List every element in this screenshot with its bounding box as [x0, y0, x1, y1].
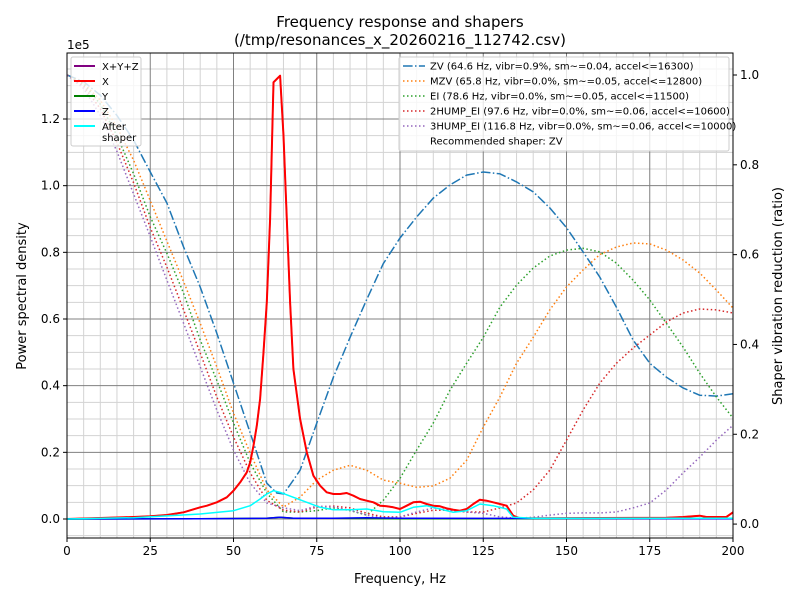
y2-tick-label: 0.4 — [740, 337, 759, 351]
x-tick-label: 175 — [638, 544, 661, 558]
y-tick-label: 0.0 — [41, 512, 60, 526]
psd-line-after-shaper — [66, 489, 733, 520]
chart-title: Frequency response and shapers — [276, 13, 524, 31]
x-tick-label: 150 — [555, 544, 578, 558]
legend-label-line: Z — [102, 107, 109, 118]
x-axis-label: Frequency, Hz — [354, 572, 446, 587]
legend-label: X+Y+Z — [102, 62, 139, 73]
y-offset-text: 1e5 — [67, 38, 90, 52]
shaper-line-3hump_ei — [66, 74, 734, 519]
shaper-line-zv — [66, 74, 734, 495]
axis-ticks: 0 25 50 75 100 125 150 175 200 0.0 0.2 0.4 0.6 0.8 1.0… — [41, 68, 759, 558]
x-tick-label: 200 — [722, 544, 745, 558]
legend-label: EI (78.6 Hz, vibr=0.0%, sm~=0.05, accel<… — [430, 92, 689, 103]
y2-tick-label: 1.0 — [740, 68, 759, 82]
x-tick-label: 50 — [226, 544, 241, 558]
x-tick-label: 125 — [472, 544, 495, 558]
y-tick-label: 0.8 — [41, 245, 60, 259]
y2-tick-label: 0.2 — [740, 427, 759, 441]
recommended-shaper-text: Recommended shaper: ZV — [430, 137, 563, 148]
y-tick-label: 0.6 — [41, 312, 60, 326]
plot-lines — [66, 74, 734, 520]
x-tick-label: 75 — [309, 544, 324, 558]
y-tick-label: 0.4 — [41, 379, 60, 393]
y-tick-label: 1.0 — [41, 179, 60, 193]
legend-label-line: After — [102, 122, 127, 133]
legend-label-line: X+Y+Z — [102, 62, 139, 73]
x-tick-label: 0 — [63, 544, 71, 558]
y2-tick-label: 0.8 — [740, 158, 759, 172]
shaper-legend: ZV (64.6 Hz, vibr=0.9%, sm~=0.04, accel<… — [398, 56, 736, 152]
legend-label: 2HUMP_EI (97.6 Hz, vibr=0.0%, sm~=0.06, … — [430, 107, 730, 118]
y2-tick-label: 0.0 — [740, 517, 759, 531]
legend-label-line: Y — [101, 92, 109, 103]
legend-label: ZV (64.6 Hz, vibr=0.9%, sm~=0.04, accel<… — [430, 62, 694, 73]
legend-label-line: X — [102, 77, 109, 88]
legend-label: MZV (65.8 Hz, vibr=0.0%, sm~=0.05, accel… — [430, 77, 702, 88]
shaper-line-ei — [66, 74, 734, 516]
y2-axis-label: Shaper vibration reduction (ratio) — [771, 187, 786, 405]
psd-line-z — [66, 516, 734, 520]
shaper-line-mzv — [66, 74, 734, 508]
x-tick-label: 100 — [389, 544, 412, 558]
y-tick-label: 1.2 — [41, 112, 60, 126]
x-tick-label: 25 — [143, 544, 158, 558]
legend-label: 3HUMP_EI (116.8 Hz, vibr=0.0%, sm~=0.06,… — [430, 122, 736, 133]
psd-legend-box — [70, 56, 142, 147]
y2-tick-label: 0.6 — [740, 248, 759, 262]
legend-label-line: shaper — [102, 133, 137, 144]
shaper-legend-box — [398, 56, 730, 152]
psd-legend: X+Y+Z XYZ After shaper — [70, 56, 142, 147]
y-axis-label: Power spectral density — [15, 222, 30, 370]
chart-subtitle: (/tmp/resonances_x_20260216_112742.csv) — [234, 31, 566, 50]
legend-label: X — [102, 77, 109, 88]
y-tick-label: 0.2 — [41, 445, 60, 459]
psd-line-x — [66, 74, 734, 520]
legend-label: After shaper — [102, 122, 137, 144]
legend-label: Z — [102, 107, 109, 118]
legend-label: Y — [101, 92, 109, 103]
